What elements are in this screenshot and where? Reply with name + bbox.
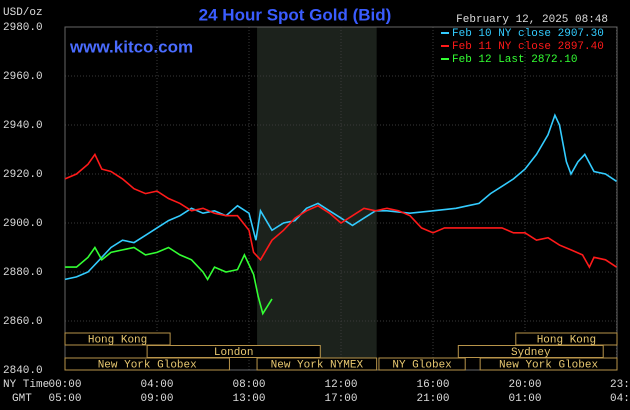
x-tick-label: 08:00	[232, 379, 265, 391]
x-tick-label: 12:00	[324, 379, 357, 391]
series-line	[64, 152, 617, 269]
y-tick-label: 2960.0	[3, 71, 43, 83]
series-line	[65, 246, 273, 316]
x2-tick-label: 04:59	[610, 393, 630, 405]
x-tick-label: 04:00	[140, 379, 173, 391]
y-tick-label: 2860.0	[3, 316, 43, 328]
x-tick-label: 20:00	[508, 379, 541, 391]
session-label: London	[214, 347, 254, 359]
source: www.kitco.com	[69, 37, 193, 56]
series-line	[64, 113, 617, 281]
legend-label: Feb 12 Last 2872.10	[452, 54, 577, 66]
x2-tick-label: 09:00	[140, 393, 173, 405]
y-tick-label: 2940.0	[3, 120, 43, 132]
session-label: NY Globex	[392, 359, 452, 371]
session-label: New York Globex	[98, 359, 197, 371]
y-tick-label: 2900.0	[3, 218, 43, 230]
x2-tick-label: 05:00	[48, 393, 81, 405]
y-tick-label: 2880.0	[3, 267, 43, 279]
session-box	[378, 357, 466, 371]
x2-tick-label: 13:00	[232, 393, 265, 405]
x-axis-label: NY Time	[3, 379, 49, 391]
x-tick-label: 16:00	[416, 379, 449, 391]
session-box	[64, 332, 171, 346]
nymex-shade	[257, 27, 377, 370]
session-label: Sydney	[511, 347, 551, 359]
session-box	[256, 357, 378, 371]
x-tick-label: 23:59	[610, 379, 630, 391]
session-box	[64, 357, 230, 371]
y-tick-label: 2840.0	[3, 365, 43, 377]
session-box	[479, 357, 618, 371]
x2-axis-label: GMT	[12, 393, 32, 405]
chart-title: 24 Hour Spot Gold (Bid)	[199, 5, 392, 24]
timestamp: February 12, 2025 08:48	[456, 14, 608, 26]
session-label: Hong Kong	[88, 334, 147, 346]
x2-tick-label: 17:00	[324, 393, 357, 405]
y-axis-label: USD/oz	[3, 7, 43, 19]
session-box	[146, 345, 321, 358]
x-tick-label: 00:00	[48, 379, 81, 391]
legend-label: Feb 10 NY close 2907.30	[452, 28, 604, 40]
session-label: New York Globex	[499, 359, 598, 371]
y-tick-label: 2920.0	[3, 169, 43, 181]
x2-tick-label: 21:00	[416, 393, 449, 405]
y-tick-label: 2980.0	[3, 22, 43, 34]
session-label: Hong Kong	[537, 334, 596, 346]
x2-tick-label: 01:00	[508, 393, 541, 405]
session-label: New York NYMEX	[271, 359, 364, 371]
legend-label: Feb 11 NY close 2897.40	[452, 41, 604, 53]
